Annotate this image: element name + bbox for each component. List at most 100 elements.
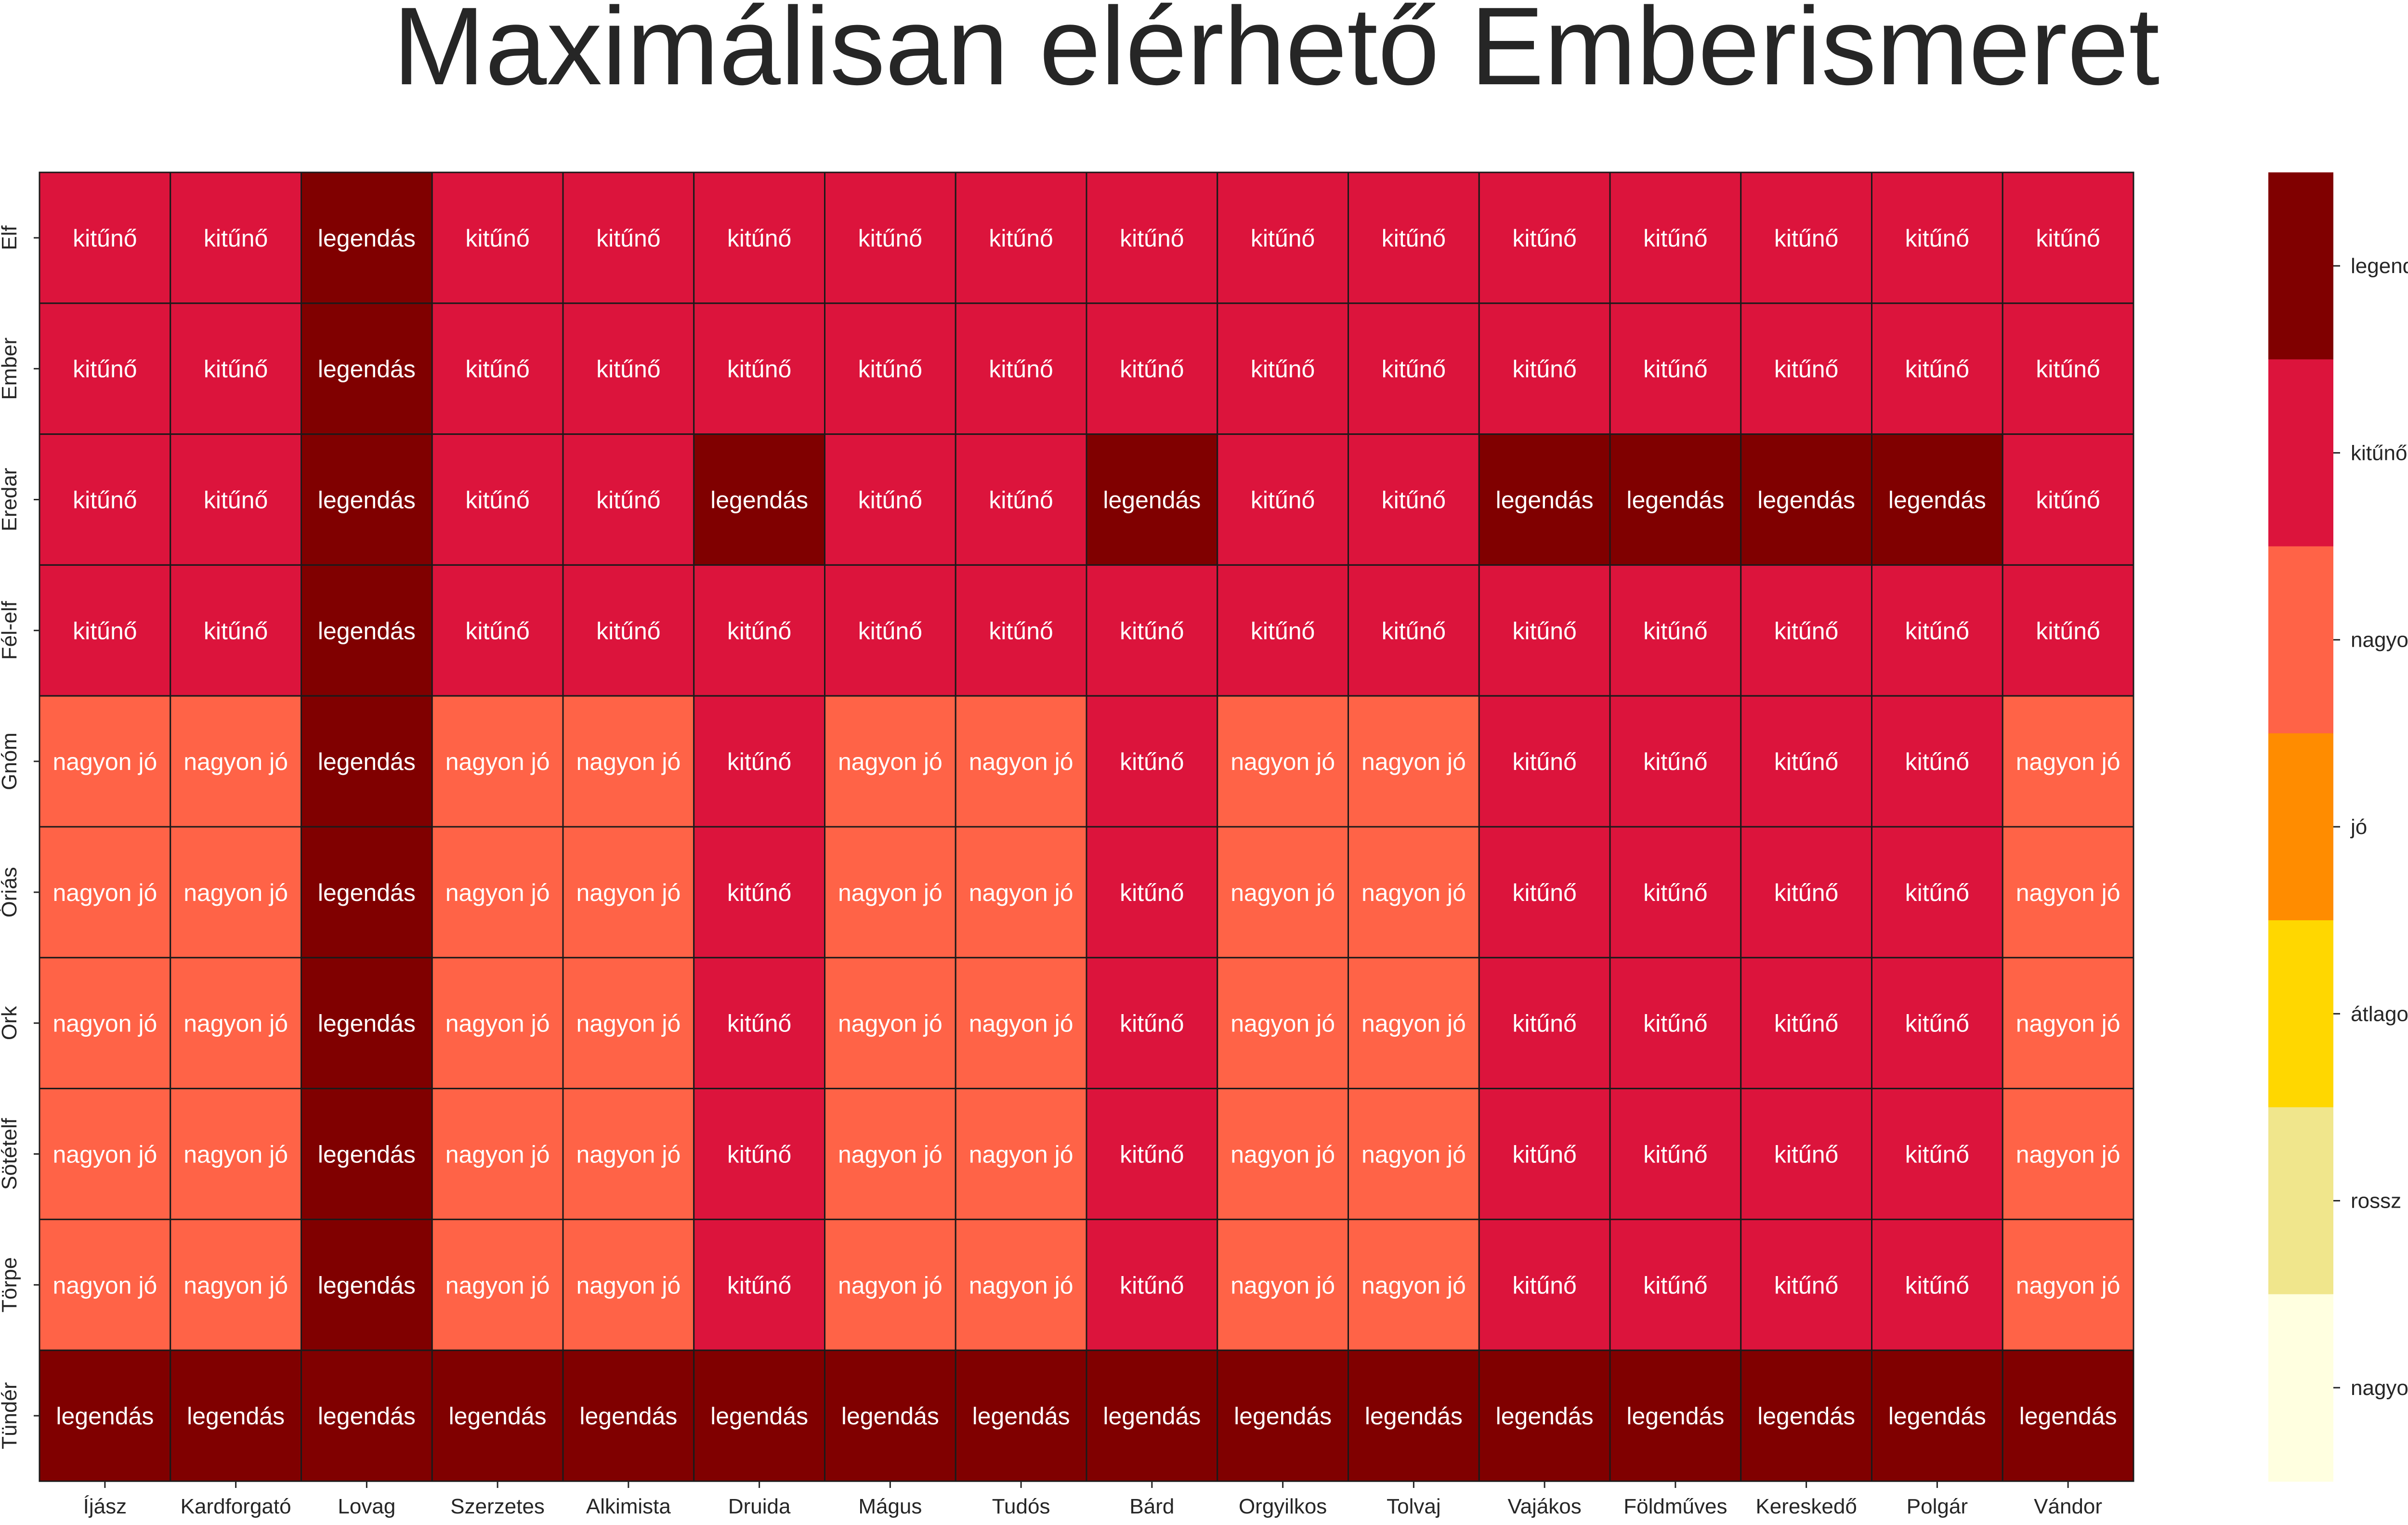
cell-label: kitűnő	[73, 487, 137, 514]
cell-label: kitűnő	[1512, 879, 1576, 906]
cell-label: kitűnő	[1905, 225, 1969, 252]
heatmap-cell	[1478, 171, 1611, 304]
cell-label: kitűnő	[1120, 1141, 1184, 1168]
x-tick-label: Polgár	[1907, 1495, 1968, 1518]
cell-label: nagyon jó	[52, 1272, 157, 1299]
heatmap-cell	[1609, 433, 1742, 566]
cell-label: kitűnő	[1905, 1010, 1969, 1037]
cell-label: kitűnő	[1120, 748, 1184, 775]
heatmap-cell	[431, 826, 564, 959]
heatmap-cell	[824, 1349, 956, 1482]
heatmap-cell	[1871, 433, 2003, 566]
cell-label: kitűnő	[596, 225, 660, 252]
heatmap-cell	[170, 302, 302, 435]
cell-label: legendás	[1757, 1403, 1855, 1430]
heatmap-cell	[824, 433, 956, 566]
heatmap-cell	[562, 1349, 695, 1482]
heatmap-cell	[1740, 1088, 1872, 1220]
cell-label: nagyon jó	[2016, 1272, 2120, 1299]
colorbar-tick-label: legendás	[2351, 254, 2408, 278]
heatmap-cell	[824, 957, 956, 1090]
heatmap-cell	[170, 1218, 302, 1351]
cell-label: legendás	[449, 1403, 547, 1430]
cell-label: kitűnő	[858, 356, 922, 383]
colorbar: legendás kitűnő nagyon jó jó átlagos rossz nag…	[2268, 172, 2408, 1482]
y-tick-label: Sötételf	[0, 1118, 21, 1190]
cell-label: kitűnő	[1120, 1010, 1184, 1037]
cell-label: kitűnő	[1512, 225, 1576, 252]
cell-label: kitűnő	[858, 225, 922, 252]
heatmap-cell	[1217, 1218, 1349, 1351]
cell-label: nagyon jó	[1361, 879, 1466, 906]
y-axis-tick-labels: Elf Ember Eredar Fél-elf Gnóm Óriás Ork Sötétel…	[0, 225, 39, 1449]
cell-label: nagyon jó	[445, 879, 550, 906]
cell-label: kitűnő	[1120, 879, 1184, 906]
heatmap-cell	[1478, 1088, 1611, 1220]
cell-label: kitűnő	[465, 487, 529, 514]
heatmap-cell	[431, 957, 564, 1090]
heatmap-cell	[39, 1088, 171, 1220]
cell-label: legendás	[318, 1141, 416, 1168]
colorbar-segment	[2268, 546, 2333, 734]
heatmap-cell	[2002, 1088, 2134, 1220]
cell-label: kitűnő	[2036, 225, 2100, 252]
cell-label: kitűnő	[465, 617, 529, 644]
cell-label: kitűnő	[73, 356, 137, 383]
cell-label: legendás	[2019, 1403, 2117, 1430]
heatmap-cell	[1348, 1088, 1480, 1220]
heatmap-cell	[1348, 1218, 1480, 1351]
heatmap-cell	[2002, 695, 2134, 828]
x-tick-label: Alkimista	[586, 1495, 671, 1518]
colorbar-tick-label: nagyon jó	[2351, 628, 2408, 652]
heatmap-cell	[693, 433, 825, 566]
y-tick-label: Tündér	[0, 1382, 21, 1449]
cell-label: nagyon jó	[576, 1272, 681, 1299]
cell-label: nagyon jó	[445, 748, 550, 775]
cell-label: legendás	[1757, 487, 1855, 514]
cell-label: nagyon jó	[2016, 1010, 2120, 1037]
heatmap-cell	[1086, 695, 1218, 828]
heatmap-cell	[1348, 564, 1480, 697]
heatmap-cell	[693, 302, 825, 435]
cell-label: nagyon jó	[1230, 879, 1335, 906]
cell-label: nagyon jó	[1230, 1010, 1335, 1037]
heatmap-cell	[1086, 1088, 1218, 1220]
cell-label: kitűnő	[1120, 356, 1184, 383]
cell-label: kitűnő	[596, 356, 660, 383]
cell-label: kitűnő	[465, 225, 529, 252]
y-tick-label: Gnóm	[0, 732, 21, 790]
cell-label: nagyon jó	[969, 879, 1073, 906]
cell-label: legendás	[972, 1403, 1070, 1430]
cell-label: nagyon jó	[1361, 1272, 1466, 1299]
heatmap-cell	[431, 1088, 564, 1220]
y-tick-label: Eredar	[0, 468, 21, 531]
heatmap-cell	[301, 957, 433, 1090]
cell-label: legendás	[1626, 487, 1724, 514]
cell-label: kitűnő	[858, 617, 922, 644]
colorbar-tick-label: kitűnő	[2351, 441, 2407, 465]
cell-label: nagyon jó	[1230, 1141, 1335, 1168]
cell-label: kitűnő	[73, 225, 137, 252]
heatmap-cell	[1478, 826, 1611, 959]
heatmap-cell	[693, 695, 825, 828]
cell-label: kitűnő	[1905, 1272, 1969, 1299]
cell-label: legendás	[1626, 1403, 1724, 1430]
cell-label: nagyon jó	[445, 1010, 550, 1037]
heatmap-cell	[955, 826, 1087, 959]
heatmap-cell	[1086, 564, 1218, 697]
heatmap-cell	[1478, 957, 1611, 1090]
heatmap-cell	[1086, 957, 1218, 1090]
heatmap-cell	[955, 1349, 1087, 1482]
cell-label: legendás	[1496, 487, 1594, 514]
cell-label: kitűnő	[727, 225, 791, 252]
cell-label: legendás	[318, 617, 416, 644]
y-tick-label: Törpe	[0, 1257, 21, 1313]
heatmap-cell	[1609, 1088, 1742, 1220]
cell-label: kitűnő	[1382, 225, 1446, 252]
cell-label: kitűnő	[1251, 225, 1315, 252]
cell-label: nagyon jó	[183, 1141, 288, 1168]
heatmap-cell	[1348, 695, 1480, 828]
heatmap-cell	[2002, 433, 2134, 566]
cell-label: kitűnő	[727, 748, 791, 775]
cell-label: nagyon jó	[1361, 1010, 1466, 1037]
